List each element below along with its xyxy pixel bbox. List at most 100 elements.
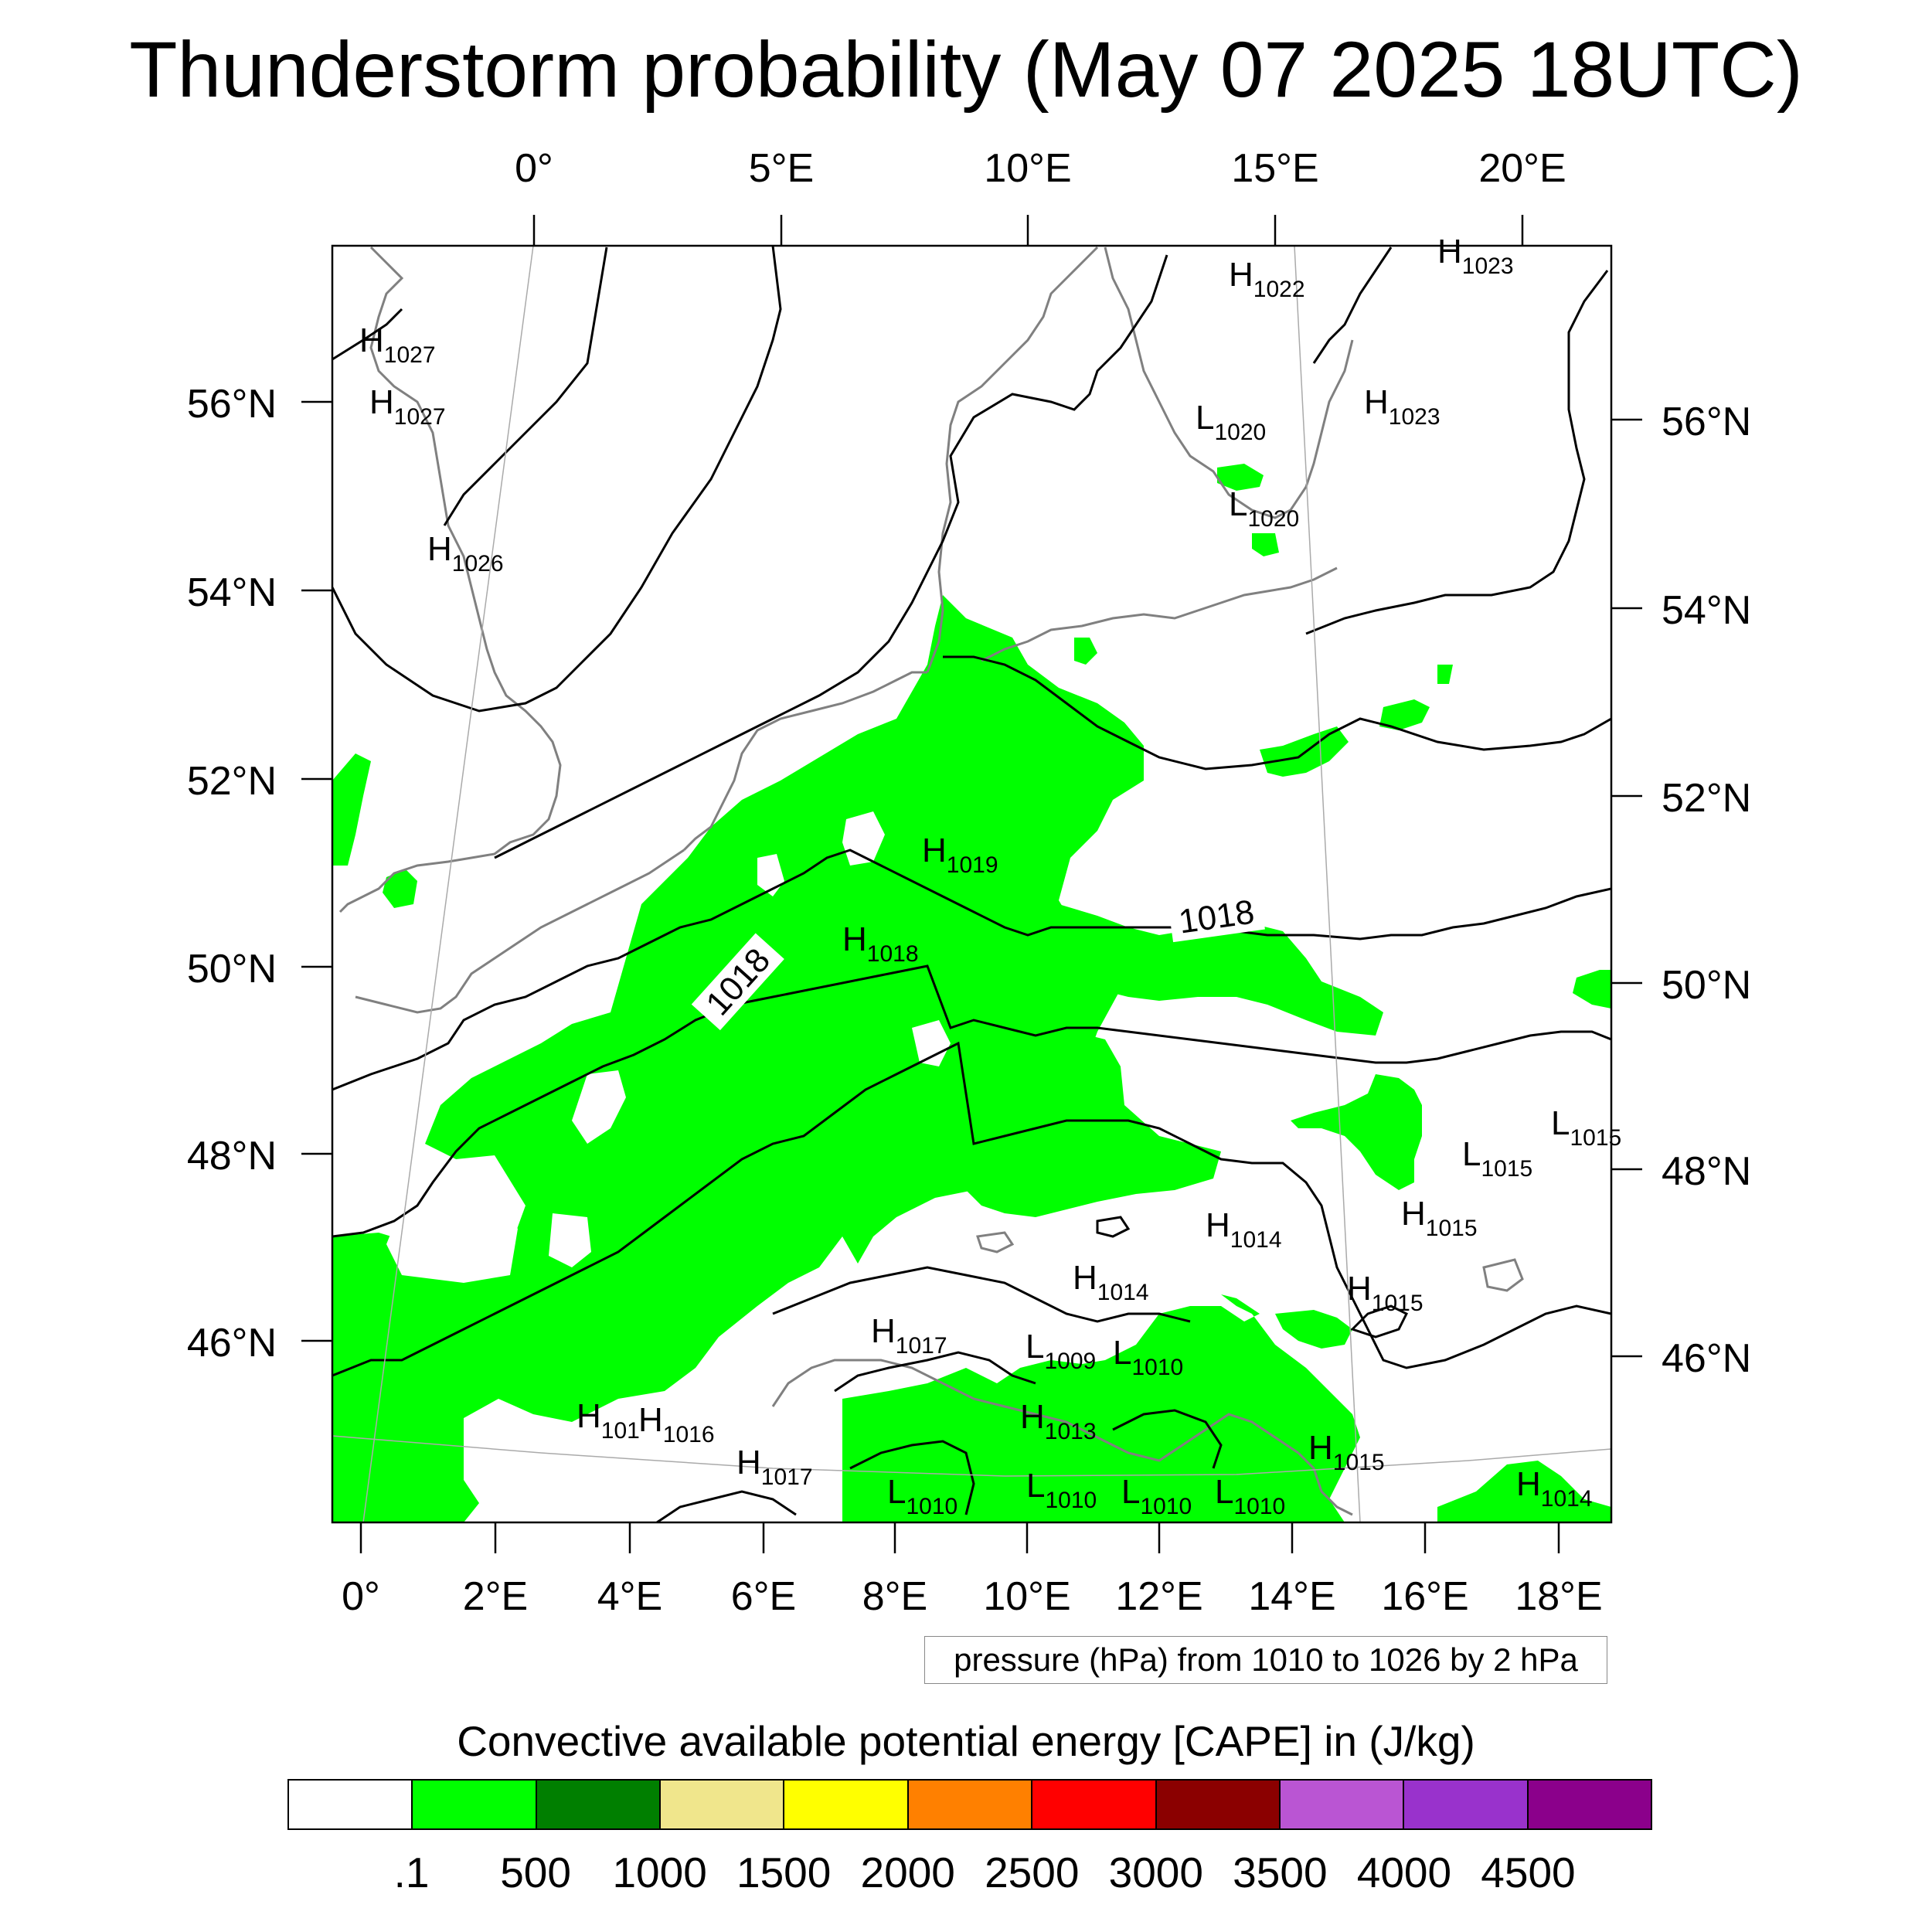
pressure-center-label: L1010 xyxy=(887,1473,957,1519)
lon-label: 14°E xyxy=(1248,1574,1335,1619)
lat-label: 50°N xyxy=(1662,963,1751,1008)
isobar-line xyxy=(1312,247,1393,364)
coastline-sweden xyxy=(1104,247,1354,519)
pressure-center-label: L1009 xyxy=(1026,1328,1096,1374)
coastline-france-north xyxy=(355,849,685,1014)
colorbar-label: 3000 xyxy=(1108,1849,1203,1896)
lat-label: 52°N xyxy=(1662,776,1751,821)
cape-alps-south-area xyxy=(842,1294,1360,1522)
colorbar-swatch xyxy=(1280,1781,1405,1828)
pressure-center-label: L1020 xyxy=(1229,485,1299,532)
colorbar-swatch xyxy=(289,1781,413,1828)
isobars xyxy=(332,246,1611,1522)
left-latitude-labels: 56°N 54°N 52°N 50°N 48°N 46°N xyxy=(187,382,277,1366)
pressure-center-label: L1015 xyxy=(1551,1104,1621,1151)
cape-baltic-island-area xyxy=(1252,533,1279,556)
lon-label: 15°E xyxy=(1231,146,1318,191)
pressure-center-label: L1010 xyxy=(1113,1334,1183,1380)
colorbar-label: 1500 xyxy=(736,1849,832,1896)
isobar-line xyxy=(332,849,1611,1091)
pressure-center-label: H1017 xyxy=(871,1312,947,1359)
pressure-center-labels: H1027 H1027 H1026 H1022 H1023 H1023 L1020 L1020… xyxy=(359,233,1621,1519)
isobar-line xyxy=(656,1490,797,1522)
lat-label: 46°N xyxy=(187,1321,277,1366)
pressure-center-label: H1018 xyxy=(842,920,919,967)
coastlines xyxy=(338,246,1524,1516)
cape-areas xyxy=(332,464,1611,1522)
isobar-line xyxy=(772,1266,1191,1323)
lake-outline xyxy=(976,1231,1015,1253)
cape-gap xyxy=(386,1202,518,1283)
colorbar-label: 4500 xyxy=(1481,1849,1576,1896)
pressure-center-label: H1013 xyxy=(1020,1398,1097,1444)
parallel-line xyxy=(332,1435,1611,1477)
isobar-line xyxy=(1305,270,1609,635)
cape-adriatic-area xyxy=(1275,1310,1352,1349)
lon-label: 5°E xyxy=(749,146,814,191)
pressure-center-label: L1010 xyxy=(1215,1473,1285,1519)
cape-gap xyxy=(912,1020,951,1066)
cape-main-area xyxy=(332,595,1144,1522)
coastline-jutland xyxy=(926,246,1099,673)
isobar-line xyxy=(332,964,1611,1238)
tick-marks xyxy=(301,215,1642,1553)
colorbar-swatch xyxy=(784,1781,909,1828)
pressure-center-label: H1014 xyxy=(1073,1259,1149,1305)
lon-label: 18°E xyxy=(1515,1574,1602,1619)
colorbar-swatch xyxy=(1156,1781,1281,1828)
pressure-center-label: H1019 xyxy=(922,832,998,878)
pressure-center-label: H1023 xyxy=(1364,383,1440,430)
lon-label: 0° xyxy=(515,146,553,191)
map-title: Thunderstorm probability (May 07 2025 18… xyxy=(129,26,1803,114)
cape-east-area xyxy=(1291,1074,1422,1190)
pressure-center-label: H101 xyxy=(577,1397,640,1444)
coastline-italy xyxy=(771,1359,1299,1462)
coastline-britain xyxy=(338,246,562,913)
pressure-center-label: H1014 xyxy=(1516,1465,1593,1512)
pressure-center-label: H1023 xyxy=(1437,233,1514,279)
colorbar-swatch xyxy=(413,1781,537,1828)
coastline-low-countries xyxy=(682,671,927,852)
colorbar-label: 4000 xyxy=(1356,1849,1452,1896)
pressure-center-label: H1015 xyxy=(1308,1429,1385,1475)
pressure-center-label: L1015 xyxy=(1462,1135,1532,1182)
cape-central-europe-area xyxy=(1059,904,1383,1036)
colorbar xyxy=(287,1779,1652,1830)
colorbar-title: Convective available potential energy [C… xyxy=(457,1717,1475,1765)
graticule xyxy=(332,246,1611,1522)
isobar-line xyxy=(332,308,403,361)
isobar-line xyxy=(849,1440,975,1515)
cape-denmark-area xyxy=(1217,464,1264,491)
colorbar-label: 1000 xyxy=(612,1849,707,1896)
colorbar-label: 2500 xyxy=(985,1849,1080,1896)
colorbar-swatch xyxy=(1404,1781,1529,1828)
meridian-line xyxy=(1294,246,1361,1522)
isobar-line xyxy=(443,247,608,526)
lon-label: 10°E xyxy=(984,146,1071,191)
lat-label: 48°N xyxy=(187,1134,277,1179)
cape-jutland-area xyxy=(1074,638,1097,665)
isobar-line xyxy=(332,246,782,713)
pressure-center-label: L1010 xyxy=(1026,1467,1097,1513)
cape-east-anglia-area xyxy=(383,869,417,908)
cape-far-east-area xyxy=(1573,970,1611,1009)
cape-gap xyxy=(549,1213,591,1267)
lon-label: 0° xyxy=(342,1574,380,1619)
bottom-longitude-labels: 0° 2°E 4°E 6°E 8°E 10°E 12°E 14°E 16°E 1… xyxy=(342,1574,1603,1619)
cape-baltic-area xyxy=(1379,699,1430,730)
pressure-note: pressure (hPa) from 1010 to 1026 by 2 hP… xyxy=(924,1636,1607,1684)
colorbar-label: .1 xyxy=(393,1849,430,1896)
lat-label: 56°N xyxy=(1662,400,1751,444)
pressure-center-label: H1027 xyxy=(359,321,436,368)
lon-label: 12°E xyxy=(1115,1574,1202,1619)
pressure-center-label: H1022 xyxy=(1229,256,1305,302)
meridian-line xyxy=(362,246,534,1522)
pressure-center-label: H1015 xyxy=(1401,1195,1478,1241)
isobar-line xyxy=(1112,1409,1223,1469)
right-latitude-labels: 56°N 54°N 52°N 50°N 48°N 46°N xyxy=(1662,400,1751,1381)
lon-label: 10°E xyxy=(983,1574,1070,1619)
pressure-center-label: L1010 xyxy=(1121,1473,1192,1519)
colorbar-swatch xyxy=(1528,1781,1651,1828)
coastline-germany-baltic xyxy=(981,566,1338,662)
coastline-adriatic xyxy=(1297,1451,1353,1516)
